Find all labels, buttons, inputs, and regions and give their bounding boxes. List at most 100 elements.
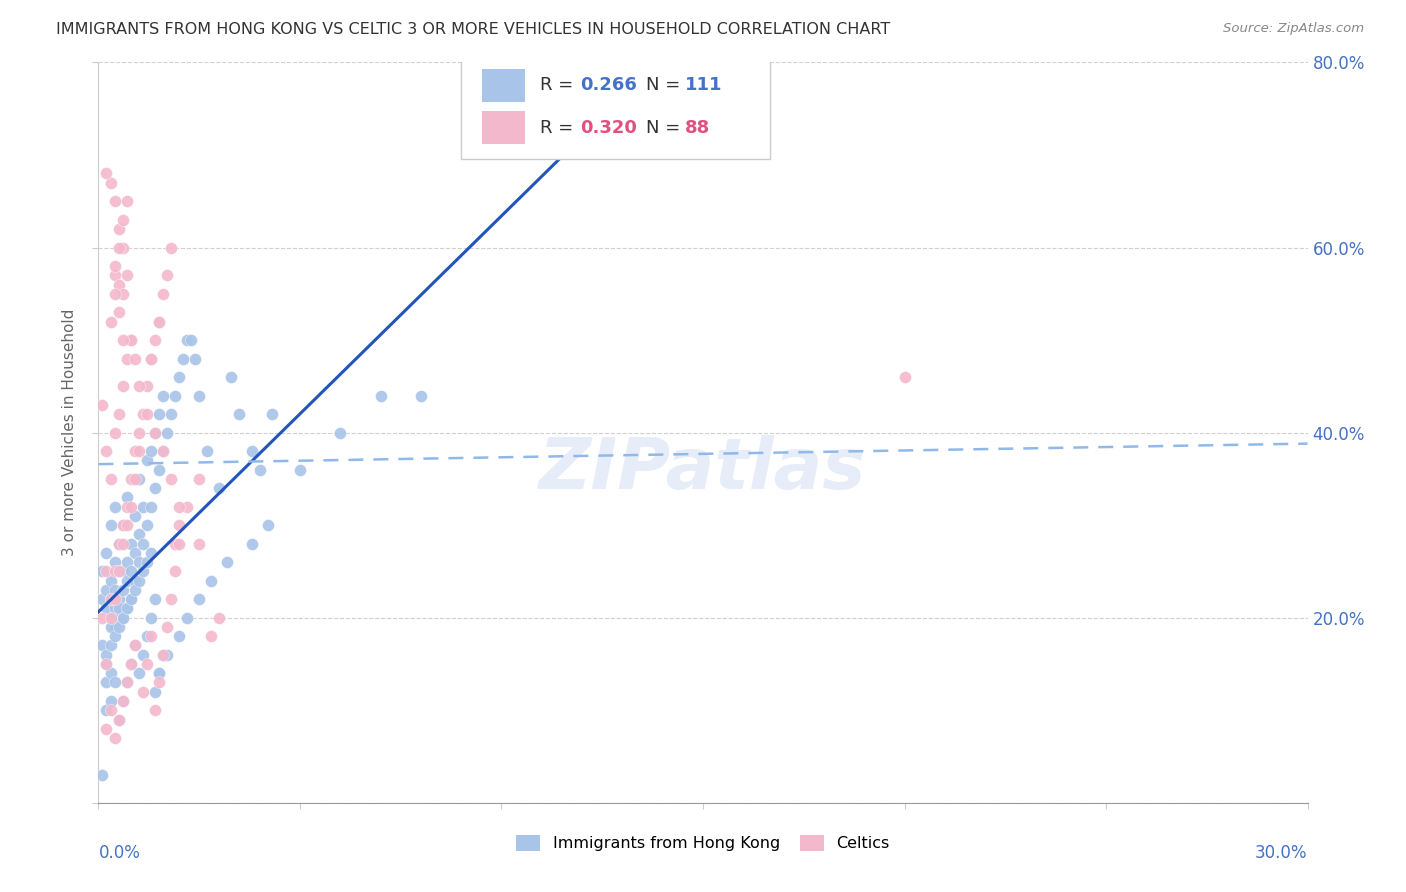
Point — [148, 666, 170, 681]
Point — [111, 333, 134, 347]
Point — [120, 333, 142, 347]
Y-axis label: 3 or more Vehicles in Household: 3 or more Vehicles in Household — [62, 309, 77, 557]
Point — [100, 610, 122, 624]
Point — [160, 407, 183, 421]
Point — [163, 565, 186, 579]
Point — [143, 333, 166, 347]
Point — [107, 240, 129, 255]
Point — [115, 675, 138, 690]
Point — [124, 546, 146, 560]
Point — [100, 639, 122, 653]
Point — [91, 565, 114, 579]
Point — [132, 536, 155, 550]
Point — [103, 425, 125, 440]
Point — [148, 314, 170, 328]
Point — [120, 592, 142, 607]
Point — [120, 536, 142, 550]
Point — [96, 722, 118, 736]
Point — [111, 582, 134, 597]
Point — [139, 351, 162, 366]
Point — [111, 286, 134, 301]
Point — [115, 574, 138, 588]
Point — [107, 305, 129, 319]
Point — [172, 351, 194, 366]
Point — [91, 398, 114, 412]
Point — [100, 592, 122, 607]
Point — [103, 675, 125, 690]
Point — [103, 592, 125, 607]
Point — [120, 657, 142, 671]
Point — [107, 222, 129, 236]
Point — [188, 536, 211, 550]
Point — [107, 536, 129, 550]
Point — [143, 425, 166, 440]
Point — [124, 582, 146, 597]
Point — [132, 407, 155, 421]
Point — [135, 555, 157, 569]
Point — [139, 629, 162, 643]
Point — [103, 500, 125, 514]
Point — [100, 574, 122, 588]
Point — [200, 574, 222, 588]
Point — [111, 610, 134, 624]
Text: IMMIGRANTS FROM HONG KONG VS CELTIC 3 OR MORE VEHICLES IN HOUSEHOLD CORRELATION : IMMIGRANTS FROM HONG KONG VS CELTIC 3 OR… — [56, 22, 890, 37]
Point — [128, 555, 150, 569]
Point — [111, 536, 134, 550]
Point — [96, 675, 118, 690]
Point — [893, 370, 915, 384]
Point — [152, 444, 174, 458]
Point — [100, 592, 122, 607]
Point — [135, 657, 157, 671]
Point — [107, 277, 129, 292]
Point — [96, 166, 118, 180]
Point — [128, 472, 150, 486]
Text: R =: R = — [540, 119, 579, 136]
Point — [139, 610, 162, 624]
Point — [96, 565, 118, 579]
Point — [148, 675, 170, 690]
Text: 88: 88 — [685, 119, 710, 136]
Point — [152, 286, 174, 301]
Point — [176, 610, 198, 624]
Point — [143, 703, 166, 717]
Point — [120, 472, 142, 486]
Point — [208, 610, 231, 624]
Point — [152, 648, 174, 662]
Point — [160, 240, 183, 255]
Point — [91, 610, 114, 624]
Point — [124, 574, 146, 588]
Point — [160, 472, 183, 486]
Point — [100, 518, 122, 533]
Text: Source: ZipAtlas.com: Source: ZipAtlas.com — [1223, 22, 1364, 36]
Point — [409, 388, 432, 402]
Point — [148, 314, 170, 328]
Point — [96, 657, 118, 671]
Point — [176, 500, 198, 514]
Point — [111, 610, 134, 624]
Point — [124, 444, 146, 458]
Point — [184, 351, 207, 366]
Point — [163, 388, 186, 402]
Point — [100, 472, 122, 486]
Point — [103, 286, 125, 301]
Point — [249, 462, 271, 476]
Point — [103, 629, 125, 643]
Point — [228, 407, 250, 421]
Point — [111, 694, 134, 708]
Point — [221, 370, 243, 384]
Point — [96, 582, 118, 597]
Text: 0.0%: 0.0% — [98, 844, 141, 862]
Point — [103, 268, 125, 283]
Legend: Immigrants from Hong Kong, Celtics: Immigrants from Hong Kong, Celtics — [510, 829, 896, 858]
Text: 0.320: 0.320 — [579, 119, 637, 136]
Point — [120, 500, 142, 514]
Point — [111, 518, 134, 533]
Point — [148, 666, 170, 681]
Point — [240, 444, 263, 458]
Point — [103, 731, 125, 745]
Point — [111, 565, 134, 579]
Point — [132, 685, 155, 699]
Point — [120, 657, 142, 671]
Point — [188, 472, 211, 486]
Point — [115, 601, 138, 615]
